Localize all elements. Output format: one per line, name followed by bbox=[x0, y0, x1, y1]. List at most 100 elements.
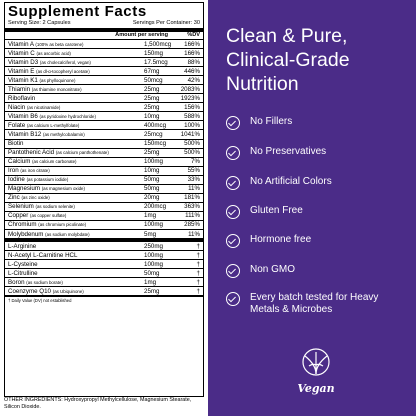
nutrient-name: Vitamin B12 (as methylcobalamin) bbox=[8, 131, 144, 138]
nutrient-row: Thiamin (as thiamine mononitrate) 25mg 208… bbox=[5, 85, 203, 95]
nutrient-row: Vitamin C (as ascorbic acid) 150mg 166% bbox=[5, 49, 203, 59]
nutrient-label: Biotin bbox=[8, 140, 24, 148]
nutrient-name: Chromium (as chromium picolinate) bbox=[8, 221, 144, 228]
headline: Clean & Pure, Clinical-Grade Nutrition bbox=[226, 24, 412, 96]
nutrient-label: Coenzyme Q10 bbox=[8, 287, 51, 295]
check-circle-icon bbox=[226, 234, 240, 248]
nutrient-row: Iron (as iron citrate) 10mg 55% bbox=[5, 167, 203, 176]
nutrient-amount: 100mg bbox=[144, 158, 163, 166]
nutrient-source: (as zinc oxide) bbox=[21, 195, 50, 201]
nutrient-source: (100% as beta carotene) bbox=[35, 41, 84, 47]
nutrient-source: (as ascorbic acid) bbox=[36, 50, 71, 56]
claim-text: No Fillers bbox=[250, 116, 293, 127]
nutrient-dv: 111% bbox=[185, 212, 200, 220]
nutrient-name: L-Citrulline bbox=[8, 270, 144, 277]
nutrient-name: Vitamin D3 (as cholecalciferol, vegan) bbox=[8, 59, 144, 66]
nutrient-source: (as sodium selenite) bbox=[35, 204, 75, 210]
nutrient-source: (as methylcobalamin) bbox=[42, 131, 85, 137]
nutrient-row: Selenium (as sodium selenite) 200mcg 363% bbox=[5, 203, 203, 212]
nutrient-source: (as thiamine mononitrate) bbox=[31, 86, 82, 92]
nutrient-dv: † bbox=[196, 278, 200, 286]
nutrient-dv: † bbox=[196, 251, 200, 259]
nutrient-dv: 1923% bbox=[180, 94, 200, 102]
nutrient-dv: 446% bbox=[184, 67, 200, 75]
nutrient-dv: 166% bbox=[184, 40, 200, 48]
nutrient-dv: 88% bbox=[187, 58, 200, 66]
nutrient-dv: 33% bbox=[187, 176, 200, 184]
nutrient-amount: 200mcg bbox=[144, 203, 167, 211]
nutrient-row: Iodine (as potassium iodide) 50mg 33% bbox=[5, 176, 203, 185]
nutrient-label: Vitamin B12 bbox=[8, 130, 42, 138]
nutrient-name: Vitamin B6 (as pyridoxine hydrochloride) bbox=[8, 113, 144, 120]
nutrient-amount: 250mg bbox=[144, 242, 163, 250]
nutrient-label: Vitamin E bbox=[8, 67, 35, 75]
amount-header: Amount per serving bbox=[115, 32, 168, 38]
nutrient-row: Niacin (as nicotinamide) 25mg 156% bbox=[5, 103, 203, 113]
nutrient-label: Pantothenic Acid bbox=[8, 149, 55, 157]
other-nutrient-list: L-Arginine 250mg † N-Acetyl L-Carnitine HCL… bbox=[5, 242, 203, 297]
nutrient-source: (as calcium carbonate) bbox=[32, 159, 77, 165]
supplement-facts-panel: Supplement Facts Serving Size: 2 Capsule… bbox=[4, 2, 204, 397]
serving-size: Serving Size: 2 Capsules bbox=[8, 20, 71, 26]
claim-text: No Preservatives bbox=[250, 146, 327, 157]
nutrient-dv: 500% bbox=[184, 149, 200, 157]
nutrient-row: Vitamin A (100% as beta carotene) 1,500mc… bbox=[5, 40, 203, 50]
nutrient-amount: 50mg bbox=[144, 185, 160, 193]
nutrient-name: Folate (as calcium L-methylfolate) bbox=[8, 122, 144, 129]
nutrient-amount: 1mg bbox=[144, 212, 157, 220]
nutrient-label: Vitamin K1 bbox=[8, 76, 38, 84]
nutrient-name: Pantothenic Acid (as calcium panthothena… bbox=[8, 149, 144, 156]
nutrient-source: (as sodium molybdate) bbox=[45, 231, 90, 237]
dv-header: %DV bbox=[187, 32, 200, 38]
check-circle-icon bbox=[226, 292, 240, 306]
claim-item: No Preservatives bbox=[226, 146, 400, 160]
nutrient-dv: 285% bbox=[184, 221, 200, 229]
nutrient-amount: 25mg bbox=[144, 85, 160, 93]
nutrient-name: N-Acetyl L-Carnitine HCL bbox=[8, 252, 144, 259]
nutrient-name: Vitamin C (as ascorbic acid) bbox=[8, 50, 144, 57]
nutrient-row: Folate (as calcium L-methylfolate) 400mcg… bbox=[5, 121, 203, 131]
nutrient-dv: 588% bbox=[184, 112, 200, 120]
divider-thick bbox=[5, 239, 203, 243]
nutrient-amount: 1,500mcg bbox=[144, 40, 172, 48]
nutrient-name: Copper (as copper sulfate) bbox=[8, 212, 144, 219]
nutrient-dv: 42% bbox=[187, 76, 200, 84]
nutrient-name: Niacin (as nicotinamide) bbox=[8, 104, 144, 111]
servings-per-container: Servings Per Container: 30 bbox=[132, 20, 200, 26]
nutrient-row: L-Cysteine 100mg † bbox=[5, 260, 203, 270]
serving-info: Serving Size: 2 Capsules Servings Per Co… bbox=[5, 20, 203, 27]
vegan-logo: Vegan bbox=[297, 348, 335, 395]
nutrient-amount: 150mcg bbox=[144, 140, 167, 148]
nutrient-source: (as calcium L-methylfolate) bbox=[26, 122, 80, 128]
nutrient-label: Iodine bbox=[8, 176, 25, 184]
nutrient-name: Thiamin (as thiamine mononitrate) bbox=[8, 86, 144, 93]
nutrient-amount: 20mg bbox=[144, 194, 160, 202]
nutrient-dv: 500% bbox=[184, 140, 200, 148]
nutrient-dv: † bbox=[196, 242, 200, 250]
nutrient-row: Vitamin B12 (as methylcobalamin) 25mcg 104… bbox=[5, 130, 203, 140]
nutrient-amount: 50mg bbox=[144, 269, 160, 277]
nutrient-label: Vitamin B6 bbox=[8, 112, 38, 120]
nutrient-name: Boron (as sodium borate) bbox=[8, 279, 144, 286]
nutrient-amount: 10mg bbox=[144, 112, 160, 120]
nutrient-dv: 1041% bbox=[180, 130, 200, 138]
nutrient-name: Riboflavin bbox=[8, 95, 144, 102]
claim-item: Gluten Free bbox=[226, 205, 400, 219]
nutrient-name: L-Cysteine bbox=[8, 261, 144, 268]
nutrient-name: Selenium (as sodium selenite) bbox=[8, 203, 144, 210]
nutrient-dv: 166% bbox=[184, 49, 200, 57]
nutrient-label: Boron bbox=[8, 278, 25, 286]
nutrient-label: Vitamin C bbox=[8, 49, 35, 57]
check-circle-icon bbox=[226, 146, 240, 160]
nutrient-amount: 50mg bbox=[144, 176, 160, 184]
nutrient-amount: 67mg bbox=[144, 67, 160, 75]
claim-item: No Artificial Colors bbox=[226, 176, 400, 190]
nutrient-name: Biotin bbox=[8, 140, 144, 147]
nutrient-source: (as cholecalciferol, vegan) bbox=[39, 59, 91, 65]
nutrient-name: Molybdenum (as sodium molybdate) bbox=[8, 231, 144, 238]
nutrient-dv: 7% bbox=[191, 158, 200, 166]
nutrient-dv: 2083% bbox=[180, 85, 200, 93]
nutrient-dv: 100% bbox=[184, 121, 200, 129]
headline-line: Clean & Pure, bbox=[226, 25, 348, 47]
nutrient-source: (as calcium panthothenate) bbox=[55, 150, 109, 156]
